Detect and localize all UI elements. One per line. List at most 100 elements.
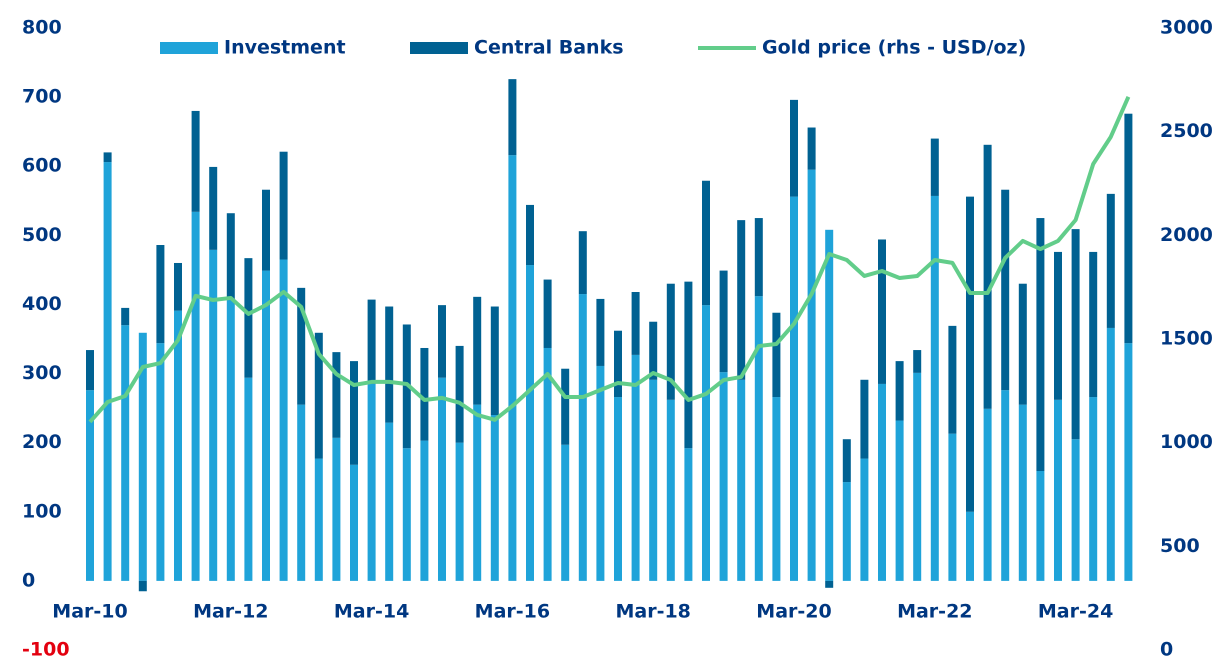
bar: [508, 79, 517, 156]
bar: [174, 262, 182, 311]
bar: [737, 220, 746, 380]
bar: [297, 404, 306, 581]
y-tick-label: 300: [22, 362, 62, 384]
bar: [138, 332, 147, 581]
y-tick-label: 400: [22, 293, 62, 315]
bar: [1124, 343, 1133, 581]
bar: [913, 372, 922, 581]
bar: [367, 299, 376, 384]
bar: [473, 296, 482, 405]
bar: [666, 283, 675, 400]
bar: [666, 399, 675, 581]
bar: [754, 218, 763, 297]
bar: [860, 458, 869, 581]
y2-tick-label: 3000: [1160, 17, 1213, 39]
legend-label: Investment: [224, 37, 346, 59]
bar: [966, 511, 974, 581]
y2-tick-label: 2500: [1160, 120, 1213, 142]
bar: [1054, 399, 1062, 581]
bar: [895, 361, 904, 421]
bar: [561, 368, 570, 445]
bar: [772, 397, 781, 581]
x-tick-label: Mar-12: [193, 601, 268, 623]
y2-tick-label: 1500: [1160, 328, 1213, 350]
x-tick-label: Mar-22: [897, 601, 972, 623]
legend-swatch: [410, 42, 468, 54]
bar: [191, 211, 200, 581]
y-tick-label: 700: [22, 86, 62, 108]
x-tick-label: Mar-24: [1038, 601, 1113, 623]
x-tick-label: Mar-14: [334, 601, 409, 623]
bar: [825, 580, 834, 588]
bar: [1054, 251, 1062, 400]
x-tick-label: Mar-16: [475, 601, 550, 623]
bar: [930, 138, 939, 196]
bar: [385, 306, 394, 423]
bar: [420, 440, 429, 581]
bar: [614, 397, 622, 581]
bar: [895, 420, 904, 581]
bar: [596, 365, 605, 581]
bar: [948, 325, 957, 434]
legend-label: Gold price (rhs - USD/oz): [762, 37, 1026, 59]
bar: [297, 287, 306, 405]
bar: [772, 312, 781, 398]
x-tick-label: Mar-20: [756, 601, 831, 623]
bar: [1089, 397, 1098, 581]
bar: [913, 350, 922, 373]
bar: [332, 437, 341, 581]
bar: [1036, 471, 1045, 581]
bar: [719, 372, 728, 581]
bar: [121, 325, 130, 581]
bar: [1001, 189, 1010, 391]
bar: [86, 350, 94, 391]
bar: [1106, 193, 1115, 328]
y2-tick-label: 2000: [1160, 224, 1213, 246]
bar: [156, 343, 165, 581]
y-tick-label: 600: [22, 155, 62, 177]
bar: [262, 270, 270, 581]
bar: [684, 281, 693, 449]
bar: [702, 180, 710, 306]
bar: [649, 379, 658, 581]
bar: [279, 151, 288, 260]
bar: [438, 305, 446, 378]
bar: [244, 377, 253, 581]
y-tick-label: 500: [22, 224, 62, 246]
bar: [367, 383, 376, 581]
bar: [790, 99, 798, 197]
bar: [930, 195, 939, 581]
bar: [543, 347, 552, 581]
bar: [226, 299, 235, 581]
bar: [1124, 113, 1133, 344]
bar: [878, 239, 886, 384]
bar: [314, 458, 323, 581]
bar: [209, 249, 218, 581]
y-tick-label: 800: [22, 17, 62, 39]
bar: [596, 298, 605, 366]
bar: [350, 361, 358, 465]
bar: [314, 332, 323, 459]
bar: [420, 347, 429, 441]
bar: [350, 464, 358, 581]
y-tick-label: 100: [22, 500, 62, 522]
bar: [455, 345, 464, 443]
bar: [578, 294, 587, 581]
y-tick-label: 0: [22, 569, 35, 591]
bar: [121, 307, 130, 326]
x-tick-label: Mar-10: [52, 601, 127, 623]
bar: [103, 162, 112, 581]
bar: [490, 415, 499, 581]
legend-swatch: [160, 42, 218, 54]
bar: [1018, 283, 1027, 405]
bar: [842, 482, 851, 581]
bar: [526, 265, 534, 581]
y2-tick-label: 500: [1160, 535, 1200, 557]
bar: [526, 204, 534, 266]
bar: [702, 305, 710, 581]
bar: [543, 279, 552, 348]
bar: [684, 448, 693, 581]
bar: [473, 404, 482, 581]
bar: [138, 580, 147, 592]
